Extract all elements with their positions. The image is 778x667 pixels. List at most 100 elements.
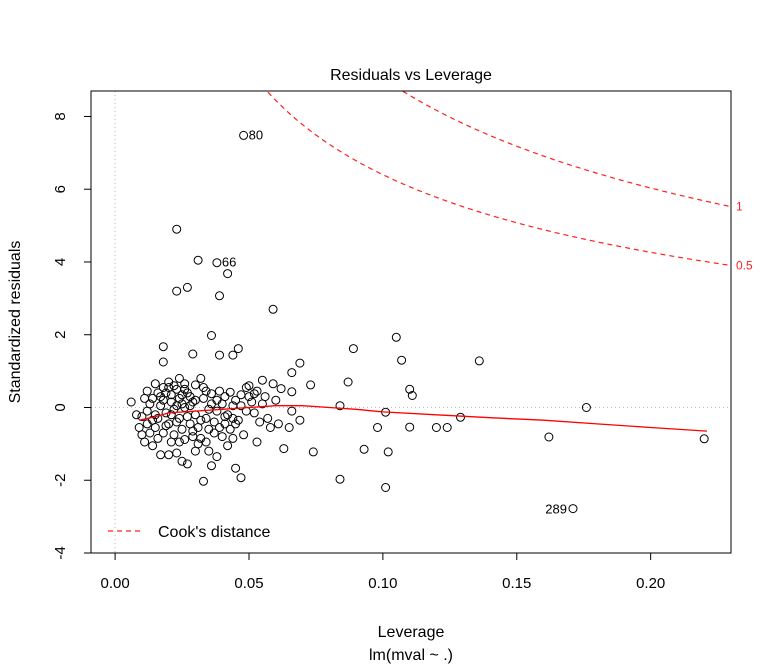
data-point [158, 395, 168, 405]
data-point [201, 413, 211, 423]
data-point [287, 387, 297, 397]
model-formula-label: lm(mval ~ .) [369, 647, 453, 664]
data-point [252, 386, 262, 396]
data-point [217, 432, 227, 442]
data-point [273, 419, 283, 429]
data-point [158, 357, 168, 367]
data-point [150, 410, 160, 420]
data-point [148, 441, 158, 451]
data-point [158, 383, 168, 392]
data-point [257, 375, 267, 385]
data-point [239, 430, 249, 440]
data-point [263, 413, 273, 423]
data-point [199, 476, 208, 486]
data-point [568, 504, 578, 514]
data-point [142, 419, 152, 429]
data-point [190, 395, 200, 405]
point-label-289: 289 [545, 502, 567, 517]
data-point [306, 380, 316, 390]
chart-title: Residuals vs Leverage [330, 67, 492, 84]
data-point [276, 384, 286, 394]
data-point [177, 424, 187, 434]
data-point [148, 415, 158, 425]
data-point [284, 423, 294, 432]
data-point [182, 412, 192, 422]
data-point [199, 393, 208, 403]
data-point [391, 332, 401, 342]
data-point [271, 395, 281, 405]
data-point [161, 421, 171, 431]
point-label-80: 80 [249, 127, 263, 142]
data-point [228, 350, 238, 360]
data-point [231, 419, 241, 429]
data-point [335, 401, 345, 411]
data-point [383, 447, 393, 457]
data-point [126, 397, 136, 407]
data-point [156, 401, 166, 411]
data-point [209, 417, 219, 427]
data-point [265, 423, 275, 432]
data-point [220, 392, 230, 402]
data-point [699, 434, 709, 444]
data-point [180, 435, 190, 444]
data-point [260, 392, 270, 402]
x-axis: 0.00 0.05 0.10 0.15 0.20 [100, 552, 665, 592]
data-point [164, 383, 174, 392]
x-tick-label: 0.15 [502, 575, 531, 592]
y-tick-label: 2 [52, 331, 69, 339]
data-point [158, 342, 168, 352]
cooks-distance-curves [267, 90, 732, 267]
data-point [236, 390, 246, 400]
data-point [164, 419, 174, 429]
data-point [172, 224, 182, 234]
data-point [544, 432, 554, 442]
data-point [196, 415, 206, 425]
data-point [140, 393, 150, 403]
data-point [223, 269, 233, 279]
data-point [137, 430, 147, 440]
data-point [252, 437, 262, 447]
data-point [134, 423, 144, 432]
data-point [231, 463, 241, 473]
data-point [188, 426, 198, 436]
x-tick-label: 0.10 [368, 575, 397, 592]
data-point [142, 386, 152, 396]
data-point [474, 356, 484, 366]
data-point [220, 419, 230, 429]
data-point [196, 373, 206, 383]
data-points [126, 130, 709, 514]
data-point [287, 406, 297, 416]
legend-label: Cook's distance [158, 524, 271, 541]
data-point [199, 383, 208, 392]
data-point [225, 387, 235, 397]
data-point [442, 423, 452, 432]
cook-curve-1 [402, 90, 732, 208]
y-tick-label: 8 [52, 112, 69, 120]
data-point [373, 423, 382, 432]
data-point [172, 286, 182, 296]
data-point [215, 291, 224, 301]
data-point [212, 452, 222, 462]
data-point [174, 413, 184, 423]
data-point [405, 384, 415, 394]
data-point [169, 430, 179, 440]
data-point [295, 415, 305, 425]
data-point [249, 389, 259, 399]
data-point [397, 355, 407, 365]
cook-level-labels: 10.5 [736, 200, 753, 273]
data-point [279, 444, 289, 454]
data-point [164, 450, 174, 460]
data-point [172, 448, 182, 458]
data-point [169, 404, 179, 414]
cook-label-1: 1 [736, 200, 743, 214]
smooth-line [139, 405, 707, 432]
data-point [150, 379, 160, 389]
data-point [215, 350, 224, 360]
data-point [456, 412, 465, 422]
y-tick-label: 4 [52, 258, 69, 266]
point-labels: 80 66 289 [222, 127, 567, 516]
data-point [308, 447, 318, 457]
data-point [196, 433, 206, 443]
data-point [207, 399, 216, 409]
